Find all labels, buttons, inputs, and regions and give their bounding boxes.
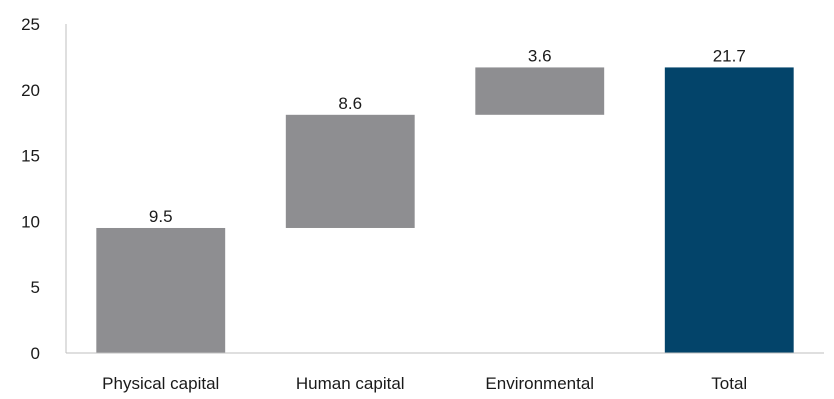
y-tick-label: 0 <box>31 344 40 363</box>
y-tick-label: 5 <box>31 278 40 297</box>
bar-total <box>664 67 794 353</box>
bars-group <box>96 67 794 353</box>
y-tick-label: 25 <box>21 15 40 34</box>
y-tick-label: 15 <box>21 147 40 166</box>
x-category-label: Total <box>711 374 747 393</box>
bar-human-capital <box>285 114 415 228</box>
x-category-label: Human capital <box>296 374 405 393</box>
data-label: 3.6 <box>528 46 552 65</box>
y-tick-label: 10 <box>21 212 40 231</box>
bar-environmental <box>475 67 605 115</box>
y-axis: 0 5 10 15 20 25 <box>21 15 67 363</box>
data-labels-group: 9.5 8.6 3.6 21.7 <box>149 46 746 226</box>
x-axis: Physical capital Human capital Environment… <box>66 352 824 393</box>
data-label: 9.5 <box>149 207 173 226</box>
y-tick-label: 20 <box>21 81 40 100</box>
bar-physical-capital <box>96 227 226 353</box>
x-category-label: Physical capital <box>102 374 219 393</box>
data-label: 8.6 <box>338 94 362 113</box>
x-category-label: Environmental <box>485 374 594 393</box>
data-label: 21.7 <box>713 46 746 65</box>
